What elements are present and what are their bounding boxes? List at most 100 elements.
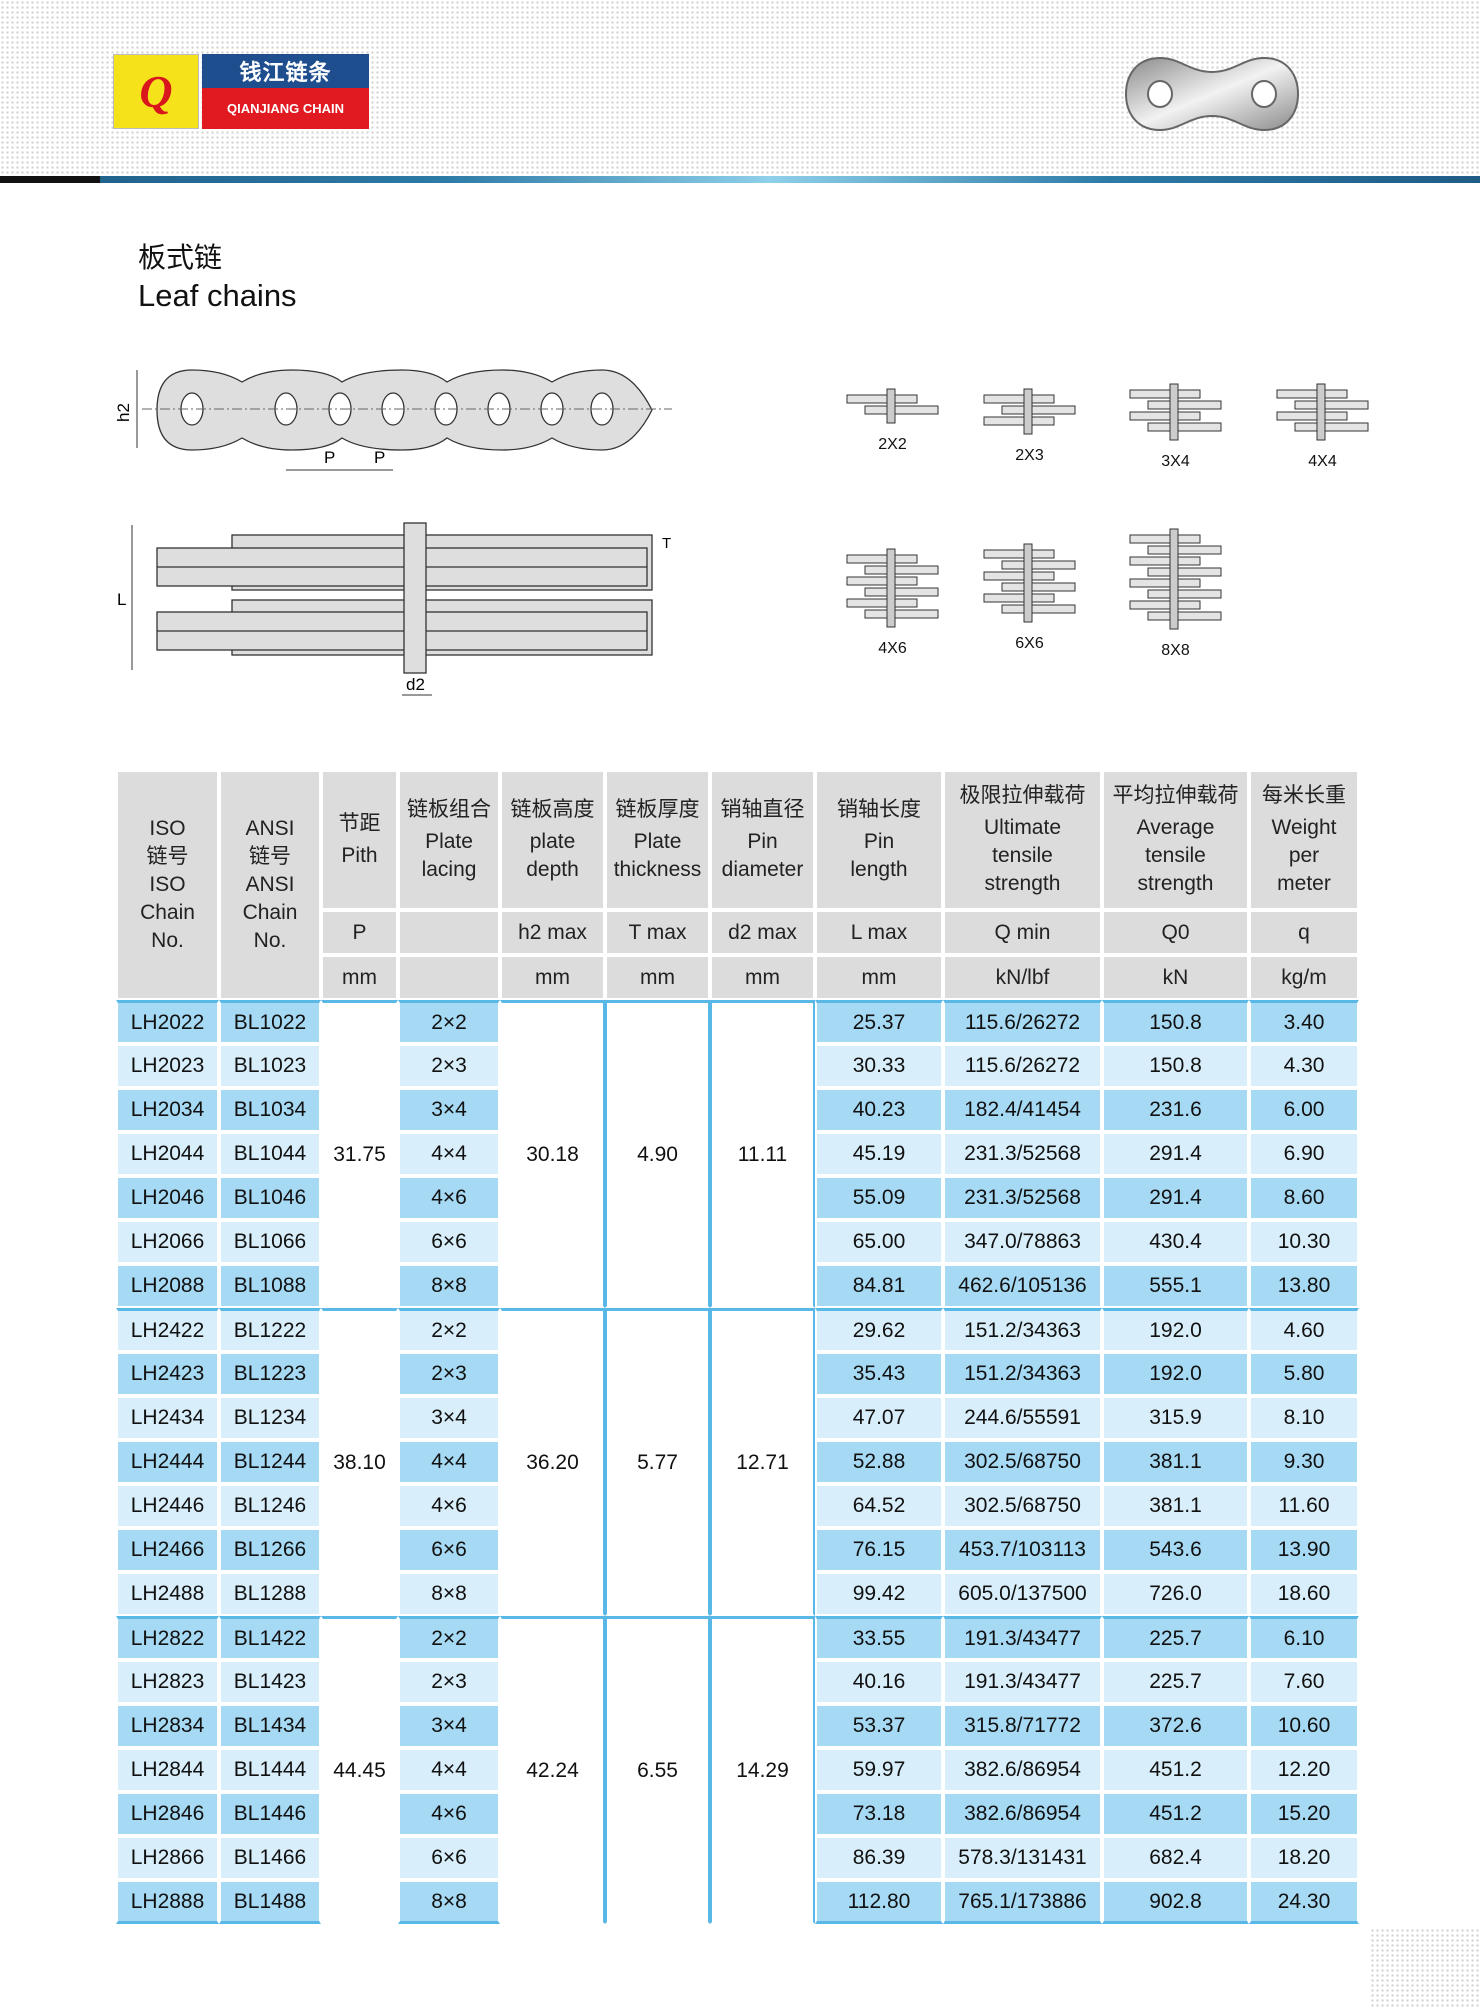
iso-chain-no: LH2466 — [116, 1528, 219, 1572]
weight-per-meter: 3.40 — [1249, 1000, 1359, 1044]
iso-chain-no: LH2046 — [116, 1176, 219, 1220]
ansi-chain-no: BL1223 — [219, 1352, 321, 1396]
ultimate-tensile-strength: 231.3/52568 — [943, 1132, 1102, 1176]
plate-lacing: 8×8 — [398, 1264, 500, 1308]
chain-top-view — [131, 522, 653, 696]
weight-per-meter: 4.60 — [1249, 1308, 1359, 1352]
ultimate-tensile-strength: 302.5/68750 — [943, 1440, 1102, 1484]
ansi-chain-no: BL1444 — [219, 1748, 321, 1792]
weight-per-meter: 4.30 — [1249, 1044, 1359, 1088]
plate-lacing-label: 3X4 — [1161, 453, 1190, 470]
iso-chain-no: LH2888 — [116, 1880, 219, 1924]
table-row: LH2023 BL1023 2×3 30.33 115.6/26272 150.8 4.30 — [116, 1044, 1359, 1088]
weight-per-meter: 18.60 — [1249, 1572, 1359, 1616]
iso-chain-no: LH2023 — [116, 1044, 219, 1088]
table-row: LH2488 BL1288 8×8 99.42 605.0/137500 726.0 18.… — [116, 1572, 1359, 1616]
pin-length: 59.97 — [815, 1748, 943, 1792]
average-tensile-strength: 902.8 — [1102, 1880, 1249, 1924]
iso-chain-no: LH2022 — [116, 1000, 219, 1044]
average-tensile-strength: 381.1 — [1102, 1440, 1249, 1484]
average-tensile-strength: 555.1 — [1102, 1264, 1249, 1308]
header-unit: kN/lbf — [943, 955, 1102, 1000]
pin-length: 53.37 — [815, 1704, 943, 1748]
ultimate-tensile-strength: 244.6/55591 — [943, 1396, 1102, 1440]
weight-per-meter: 8.60 — [1249, 1176, 1359, 1220]
plate-thickness: 6.55 — [605, 1616, 710, 1924]
header-unit — [398, 955, 500, 1000]
ultimate-tensile-strength: 151.2/34363 — [943, 1308, 1102, 1352]
table-row: LH2434 BL1234 3×4 47.07 244.6/55591 315.9 8.10 — [116, 1396, 1359, 1440]
weight-per-meter: 6.00 — [1249, 1088, 1359, 1132]
pin-length: 47.07 — [815, 1396, 943, 1440]
plate-lacing: 2×3 — [398, 1660, 500, 1704]
header-symbol: P — [321, 910, 398, 955]
weight-per-meter: 6.90 — [1249, 1132, 1359, 1176]
ansi-chain-no: BL1244 — [219, 1440, 321, 1484]
iso-chain-no: LH2844 — [116, 1748, 219, 1792]
ansi-chain-no: BL1246 — [219, 1484, 321, 1528]
table-row: LH2046 BL1046 4×6 55.09 231.3/52568 291.4 8.60 — [116, 1176, 1359, 1220]
header-symbol: T max — [605, 910, 710, 955]
ansi-chain-no: BL1422 — [219, 1616, 321, 1660]
table-row: LH2846 BL1446 4×6 73.18 382.6/86954 451.2 15.2… — [116, 1792, 1359, 1836]
ansi-chain-no: BL1288 — [219, 1572, 321, 1616]
plate-lacing: 4×4 — [398, 1132, 500, 1176]
weight-per-meter: 12.20 — [1249, 1748, 1359, 1792]
header-col-4: 链板高度 plate depth — [500, 770, 605, 910]
header-symbol: h2 max — [500, 910, 605, 955]
header-divider-accent — [0, 176, 100, 183]
table-row: LH2888 BL1488 8×8 112.80 765.1/173886 902.8 24… — [116, 1880, 1359, 1924]
ultimate-tensile-strength: 315.8/71772 — [943, 1704, 1102, 1748]
pin-length: 99.42 — [815, 1572, 943, 1616]
header-col-1: ANSI 链号 ANSI Chain No. — [219, 770, 321, 1000]
average-tensile-strength: 291.4 — [1102, 1132, 1249, 1176]
plate-lacing-diagram-2x2: 2X2 — [845, 385, 940, 454]
plate-lacing: 6×6 — [398, 1220, 500, 1264]
iso-chain-no: LH2066 — [116, 1220, 219, 1264]
pin-length: 55.09 — [815, 1176, 943, 1220]
plate-lacing: 2×2 — [398, 1616, 500, 1660]
ansi-chain-no: BL1044 — [219, 1132, 321, 1176]
ansi-chain-no: BL1466 — [219, 1836, 321, 1880]
leaf-chain-spec-table: ISO 链号 ISO Chain No. ANSI 链号 ANSI Chain N… — [116, 770, 1359, 1924]
plate-lacing: 4×6 — [398, 1176, 500, 1220]
ansi-chain-no: BL1088 — [219, 1264, 321, 1308]
plate-lacing: 3×4 — [398, 1704, 500, 1748]
iso-chain-no: LH2034 — [116, 1088, 219, 1132]
ansi-chain-no: BL1234 — [219, 1396, 321, 1440]
ultimate-tensile-strength: 151.2/34363 — [943, 1352, 1102, 1396]
plate-lacing: 2×3 — [398, 1044, 500, 1088]
weight-per-meter: 15.20 — [1249, 1792, 1359, 1836]
header-col-6: 销轴直径 Pin diameter — [710, 770, 815, 910]
plate-lacing: 4×4 — [398, 1440, 500, 1484]
plate-lacing: 4×6 — [398, 1484, 500, 1528]
pin-length: 76.15 — [815, 1528, 943, 1572]
ansi-chain-no: BL1023 — [219, 1044, 321, 1088]
average-tensile-strength: 451.2 — [1102, 1748, 1249, 1792]
average-tensile-strength: 291.4 — [1102, 1176, 1249, 1220]
weight-per-meter: 8.10 — [1249, 1396, 1359, 1440]
weight-per-meter: 9.30 — [1249, 1440, 1359, 1484]
header-divider — [0, 176, 1480, 183]
pin-length: 40.23 — [815, 1088, 943, 1132]
header-unit: mm — [815, 955, 943, 1000]
average-tensile-strength: 231.6 — [1102, 1088, 1249, 1132]
brand-name-cn: 钱江链条 — [202, 54, 369, 88]
label-L: L — [117, 590, 126, 609]
plate-lacing: 2×2 — [398, 1308, 500, 1352]
ansi-chain-no: BL1266 — [219, 1528, 321, 1572]
plate-thickness: 4.90 — [605, 1000, 710, 1308]
plate-depth: 42.24 — [500, 1616, 605, 1924]
title-cn: 板式链 — [138, 242, 223, 273]
plate-lacing: 2×3 — [398, 1352, 500, 1396]
plate-lacing: 4×4 — [398, 1748, 500, 1792]
ansi-chain-no: BL1066 — [219, 1220, 321, 1264]
table-row: LH2022 BL1022 31.75 2×2 30.18 4.90 11.11 25.37 1… — [116, 1000, 1359, 1308]
plate-lacing-diagram-2x3: 2X3 — [982, 385, 1077, 465]
plate-lacing-diagram-3x4: 3X4 — [1128, 380, 1223, 471]
header-col-5: 链板厚度 Plate thickness — [605, 770, 710, 910]
pin-diameter: 12.71 — [710, 1308, 815, 1616]
plate-lacing-label: 2X3 — [1015, 447, 1044, 464]
average-tensile-strength: 192.0 — [1102, 1352, 1249, 1396]
iso-chain-no: LH2488 — [116, 1572, 219, 1616]
